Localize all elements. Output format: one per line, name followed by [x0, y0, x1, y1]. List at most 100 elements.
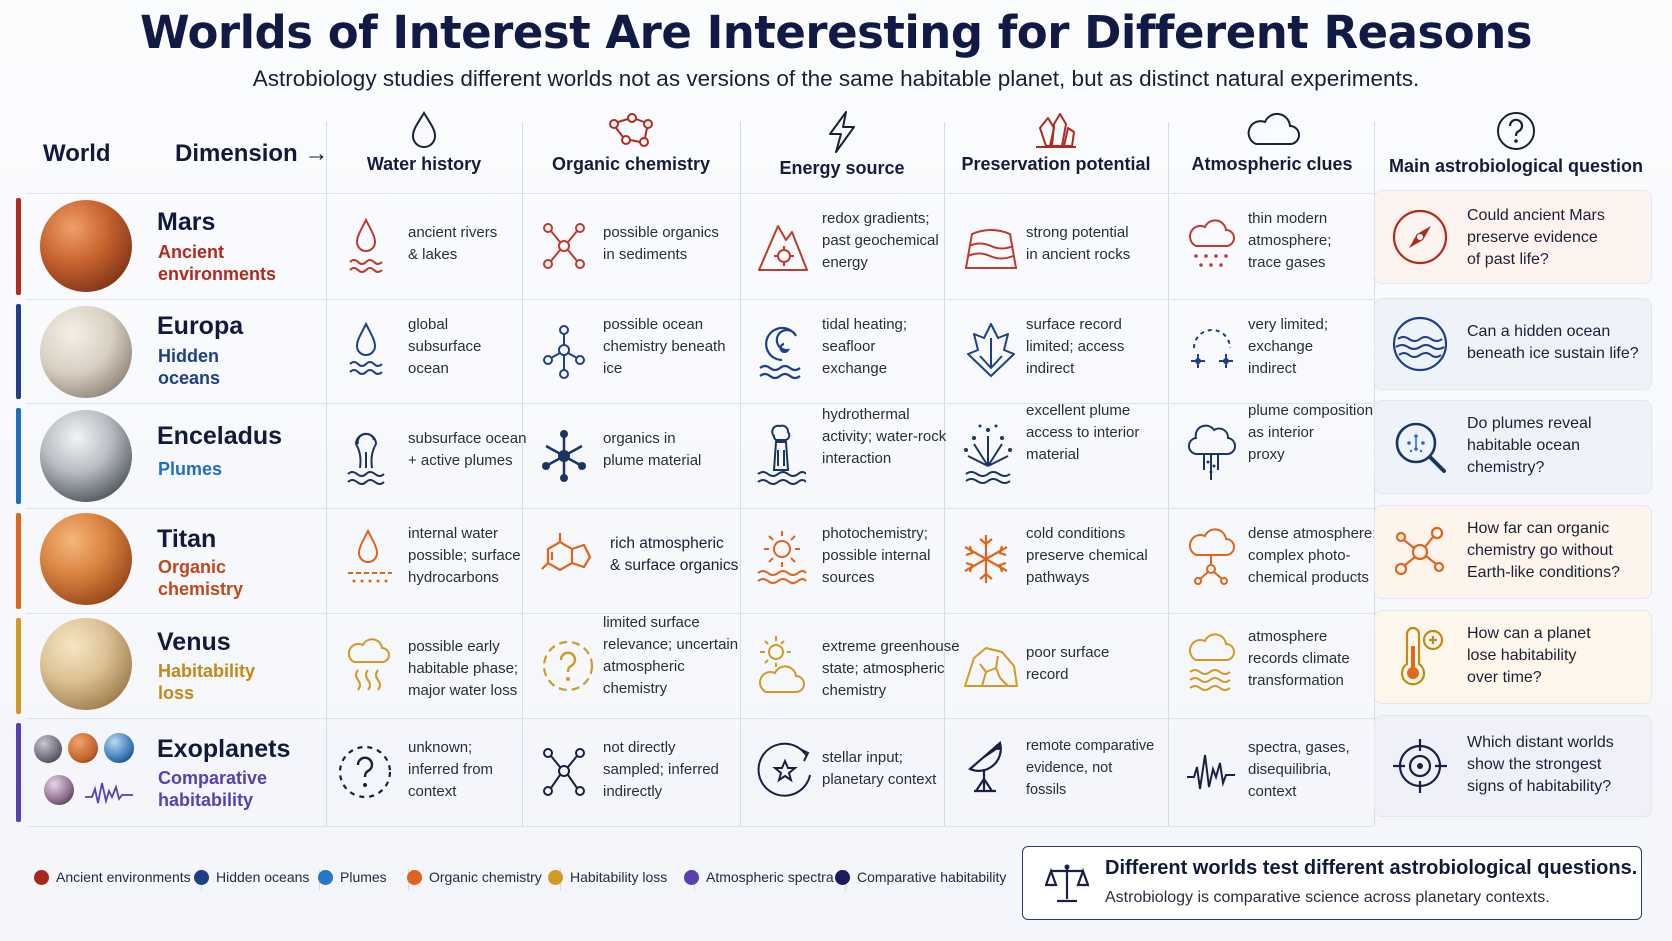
cloud-particles-icon — [1189, 219, 1235, 267]
cell-text: strong potential in ancient rocks — [1026, 224, 1131, 263]
cell-atmospheric-clues: dense atmosphere; complex photo- chemica… — [1186, 511, 1376, 612]
grid-divider — [522, 122, 523, 826]
rock-strata-icon — [964, 229, 1018, 269]
exoplanet-image — [44, 775, 74, 805]
cell-text: internal water possible; surface hydroca… — [408, 525, 521, 586]
legend-label: Hidden oceans — [216, 869, 310, 885]
swirl-waves-icon — [759, 326, 801, 380]
cell-preservation-potential: remote comparative evidence, not fossils — [962, 721, 1164, 825]
world-theme: Comparative habitability — [158, 768, 268, 810]
cell-water-history: unknown; inferred from context — [336, 721, 516, 825]
column-organic-chemistry: Organic chemistry — [522, 110, 740, 180]
cloud-molecule-icon — [1189, 528, 1235, 585]
question-text: How far can organic chemistry go without… — [1467, 520, 1620, 581]
column-label: Atmospheric clues — [1191, 154, 1353, 174]
molecule-icon — [543, 748, 585, 796]
question-box: How can a planet lose habitability over … — [1374, 610, 1652, 704]
question-circle-icon — [1497, 112, 1535, 150]
uncertain-question-icon — [542, 640, 594, 692]
world-theme: Plumes — [158, 459, 223, 479]
plume-spray-icon — [964, 424, 1012, 484]
cell-atmospheric-clues: atmosphere records climate transformatio… — [1186, 616, 1372, 717]
plume-tree-icon — [1187, 424, 1236, 480]
compass-icon — [1392, 209, 1448, 265]
summary-detail: Astrobiology is comparative science acro… — [1105, 889, 1550, 906]
plume-icon — [347, 432, 385, 485]
legend-dot — [835, 870, 850, 885]
molecule-icon — [543, 325, 585, 379]
legend-label: Organic chemistry — [429, 869, 542, 885]
row-europa: Europa Hidden oceans global subsurface o… — [0, 298, 1672, 402]
legend-item: Comparative habitability — [835, 869, 1006, 885]
water-drop-icon — [411, 111, 437, 148]
cell-text: very limited; exchange indirect — [1248, 316, 1329, 377]
sun-waves-icon — [757, 531, 807, 584]
legend-dot — [407, 870, 422, 885]
legend-item: Hidden oceans — [194, 869, 309, 885]
header-world: World — [43, 140, 111, 167]
legend-dot — [684, 870, 699, 885]
exoplanet-image — [34, 735, 62, 763]
cell-text: remote comparative evidence, not fossils — [1026, 738, 1155, 798]
row-venus: Venus Habitability loss possible early h… — [0, 610, 1672, 717]
legend-item: Ancient environments — [34, 869, 191, 885]
cell-energy-source: extreme greenhouse state; atmospheric ch… — [756, 616, 960, 717]
summary-box: Different worlds test different astrobio… — [1022, 846, 1642, 920]
cracked-rock-icon — [964, 647, 1018, 687]
cell-text: poor surface record — [1026, 644, 1110, 683]
cell-text: photochemistry; possible internal source… — [822, 525, 931, 586]
legend-label: Habitability loss — [570, 869, 668, 885]
crystal-icon — [1036, 113, 1076, 148]
grid-divider — [26, 299, 1374, 300]
cell-text: ancient rivers & lakes — [408, 224, 498, 263]
world-theme: Hidden oceans — [158, 346, 221, 388]
molecule-icon — [542, 430, 586, 482]
legend-label: Plumes — [340, 869, 387, 885]
cell-preservation-potential: excellent plume access to interior mater… — [962, 402, 1164, 507]
row-exoplanets: Exoplanets Comparative habitability unkn… — [0, 715, 1672, 825]
question-box: Could ancient Mars preserve evidence of … — [1374, 190, 1652, 284]
exoplanet-image — [68, 733, 98, 763]
row-enceladus: Enceladus Plumes subsurface ocean + acti… — [0, 400, 1672, 507]
cell-text: possible ocean chemistry beneath ice — [603, 316, 726, 377]
world-name: Europa — [157, 312, 244, 340]
question-text: Which distant worlds show the strongest … — [1467, 734, 1614, 795]
legend-label: Comparative habitability — [857, 869, 1007, 885]
mountain-gear-icon — [758, 225, 808, 271]
cell-energy-source: tidal heating; seafloor exchange — [756, 302, 942, 402]
cell-organic-chemistry: rich atmospheric & surface organics — [540, 511, 738, 612]
cell-text: possible early habitable phase; major wa… — [408, 638, 519, 699]
question-box: Can a hidden ocean beneath ice sustain l… — [1374, 298, 1652, 390]
legend-item: Organic chemistry — [407, 869, 542, 885]
cell-text: extreme greenhouse state; atmospheric ch… — [822, 638, 960, 699]
column-label: Energy source — [779, 158, 905, 178]
question-text: Could ancient Mars preserve evidence of … — [1467, 207, 1605, 268]
question-box: How far can organic chemistry go without… — [1374, 505, 1652, 599]
column-label: Preservation potential — [961, 154, 1151, 174]
star-orbit-icon — [757, 742, 811, 797]
column-label: Main astrobiological question — [1388, 156, 1644, 176]
cell-energy-source: redox gradients; past geochemical energy — [756, 196, 942, 298]
exchange-arrows-icon — [1191, 329, 1233, 368]
cell-preservation-potential: surface record limited; access indirect — [962, 302, 1164, 402]
legend-label: Atmospheric spectra — [706, 869, 834, 885]
telescope-dish-icon — [967, 741, 1002, 793]
legend-item: Habitability loss — [548, 869, 667, 885]
cell-water-history: global subsurface ocean — [346, 302, 516, 402]
grid-divider — [26, 403, 1374, 404]
enceladus-planet-image — [40, 410, 132, 502]
row-mars: Mars Ancient environments ancient rivers… — [0, 190, 1672, 298]
cell-organic-chemistry: not directly sampled; inferred indirectl… — [540, 721, 736, 825]
cell-preservation-potential: poor surface record — [962, 616, 1164, 717]
world-name: Exoplanets — [157, 735, 291, 763]
page-title: Worlds of Interest Are Interesting for D… — [139, 6, 1533, 59]
grid-divider — [740, 122, 741, 826]
grid-divider — [326, 122, 327, 826]
cell-organic-chemistry: possible organics in sediments — [540, 196, 736, 298]
lightning-icon — [829, 111, 855, 153]
world-theme: Ancient environments — [158, 242, 277, 284]
row-color-bar — [16, 198, 21, 295]
cell-text: stellar input; planetary context — [822, 749, 937, 788]
question-box: Do plumes reveal habitable ocean chemist… — [1374, 400, 1652, 494]
cell-atmospheric-clues: spectra, gases, disequilibria, context — [1186, 721, 1372, 825]
